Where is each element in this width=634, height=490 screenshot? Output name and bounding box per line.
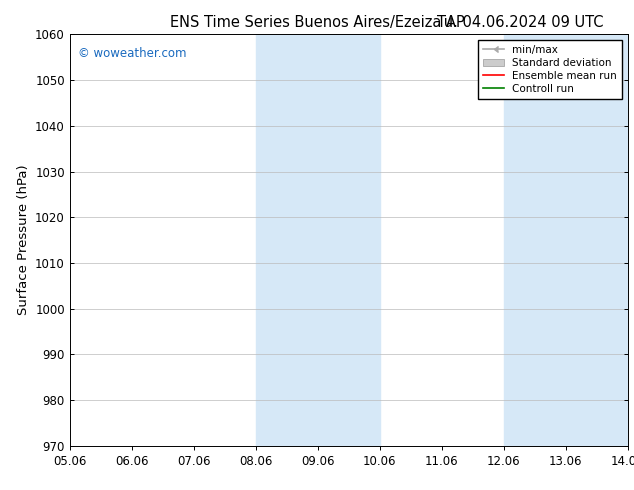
Text: © woweather.com: © woweather.com [78,47,186,60]
Y-axis label: Surface Pressure (hPa): Surface Pressure (hPa) [16,165,30,316]
Text: Tu. 04.06.2024 09 UTC: Tu. 04.06.2024 09 UTC [437,15,603,30]
Legend: min/max, Standard deviation, Ensemble mean run, Controll run: min/max, Standard deviation, Ensemble me… [478,40,623,99]
Bar [256,34,380,446]
Text: ENS Time Series Buenos Aires/Ezeiza AP: ENS Time Series Buenos Aires/Ezeiza AP [170,15,464,30]
Bar [503,34,628,446]
